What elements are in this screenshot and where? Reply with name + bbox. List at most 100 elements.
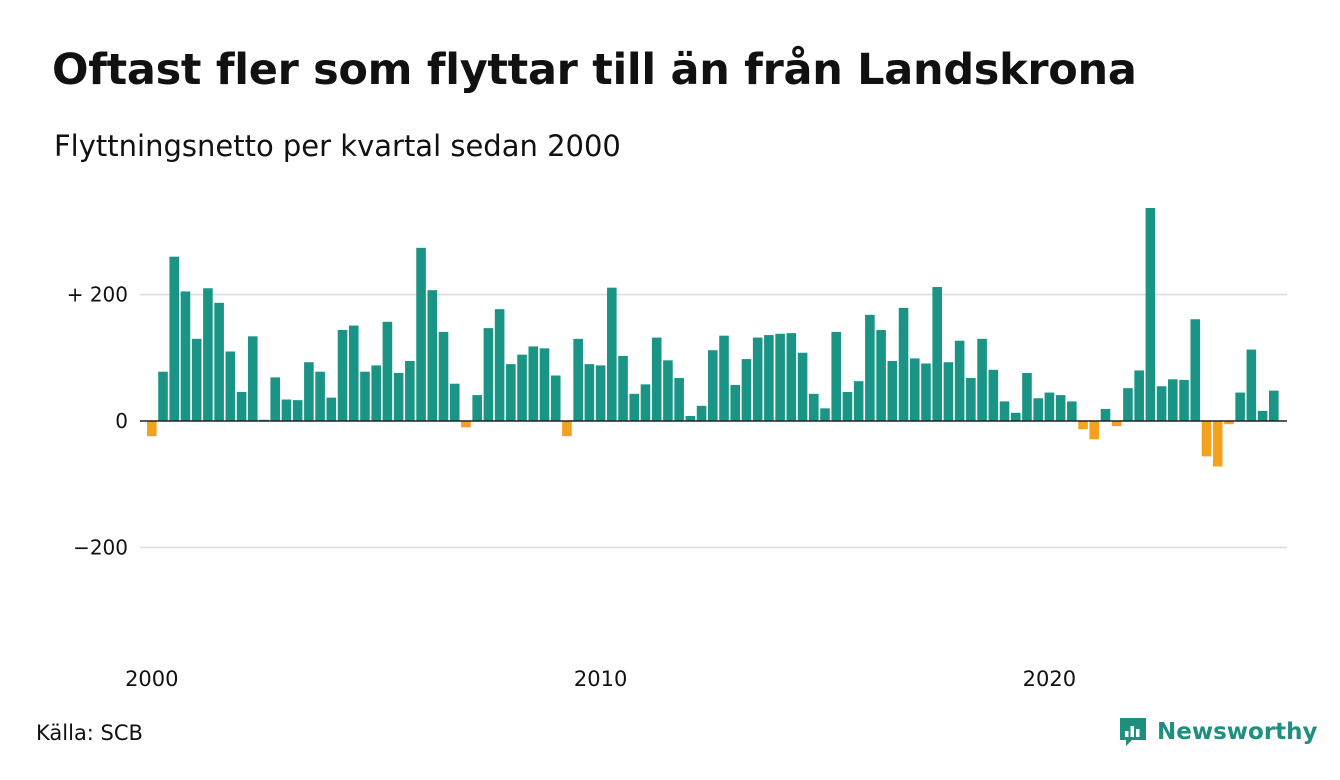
bar [1010, 412, 1021, 421]
bar [562, 421, 572, 437]
bar [741, 359, 752, 421]
bar [360, 371, 370, 421]
bar [337, 329, 348, 421]
bar [708, 350, 718, 421]
bar [438, 331, 449, 421]
bar [1123, 388, 1133, 421]
bar [921, 363, 931, 421]
bar [270, 377, 281, 421]
bar [191, 338, 202, 421]
bar [247, 336, 258, 421]
bar [281, 399, 292, 421]
bar [696, 405, 707, 421]
bar [1022, 372, 1032, 421]
chart-subtitle: Flyttningsnetto per kvartal sedan 2000 [54, 129, 621, 163]
bar [932, 287, 942, 421]
bar [1190, 319, 1201, 421]
newsworthy-logo-icon [1118, 716, 1148, 748]
y-tick-label: + 200 [67, 283, 128, 307]
bar [506, 364, 516, 421]
bar [304, 362, 314, 421]
bar [966, 378, 976, 421]
bar [405, 360, 415, 421]
bar [943, 362, 954, 421]
bar [382, 321, 393, 421]
bar [449, 383, 460, 421]
bar [1134, 370, 1144, 421]
bar [461, 421, 471, 428]
bar [1089, 421, 1100, 440]
bar [203, 288, 213, 421]
y-tick-label: −200 [73, 535, 128, 559]
bar [483, 328, 494, 421]
bar [853, 381, 864, 421]
bar [1269, 390, 1279, 421]
bar [315, 371, 325, 421]
bar [831, 331, 842, 421]
bar [225, 351, 236, 421]
bar [348, 325, 359, 421]
bar [292, 400, 303, 421]
x-tick-label: 2020 [1023, 667, 1076, 691]
bar [550, 375, 561, 421]
bar [999, 401, 1010, 421]
bar [180, 291, 191, 421]
bar [730, 384, 741, 421]
bar [764, 335, 774, 421]
bar [909, 358, 920, 421]
bar [954, 340, 965, 421]
bar [607, 287, 617, 421]
bar [629, 393, 640, 421]
bar [1257, 410, 1268, 421]
chart-title: Oftast fler som flyttar till än från Lan… [52, 45, 1137, 95]
grid-lines [140, 293, 1287, 549]
bar [1055, 395, 1066, 421]
bar [752, 337, 763, 421]
x-tick-label: 2000 [125, 667, 178, 691]
bar [1156, 386, 1167, 421]
y-tick-label: 0 [115, 409, 128, 433]
bar [988, 369, 999, 421]
bar [775, 333, 785, 421]
bar [1212, 421, 1223, 467]
brand-logo[interactable]: Newsworthy [1118, 714, 1318, 750]
bar [1111, 421, 1122, 427]
bar [147, 421, 157, 437]
bar [427, 290, 438, 421]
bar [158, 371, 168, 421]
bars [147, 208, 1279, 467]
bar [472, 395, 482, 421]
bar [663, 360, 673, 421]
bar [1145, 208, 1156, 421]
bar [1033, 398, 1043, 421]
bar [618, 355, 628, 421]
bar [1067, 401, 1077, 421]
bar [820, 408, 830, 421]
bar [786, 333, 797, 421]
bar [494, 309, 505, 421]
bar [214, 302, 224, 421]
bar [1100, 408, 1111, 421]
bar [393, 372, 404, 421]
bar [1078, 421, 1088, 430]
bar [842, 391, 853, 421]
bar [416, 247, 426, 421]
bar [1235, 392, 1245, 421]
bar [808, 393, 819, 421]
bar [685, 415, 696, 421]
bar [651, 337, 662, 421]
bar [898, 307, 909, 421]
x-tick-label: 2010 [574, 667, 627, 691]
bar [595, 365, 606, 421]
bar [1224, 421, 1234, 425]
bar [169, 256, 180, 421]
bar [674, 378, 684, 421]
bar [1168, 379, 1178, 421]
bar [1201, 421, 1212, 457]
bar [797, 352, 808, 421]
bar [584, 364, 595, 421]
bar [528, 346, 539, 421]
brand-name: Newsworthy [1157, 719, 1318, 745]
bar [517, 354, 527, 421]
